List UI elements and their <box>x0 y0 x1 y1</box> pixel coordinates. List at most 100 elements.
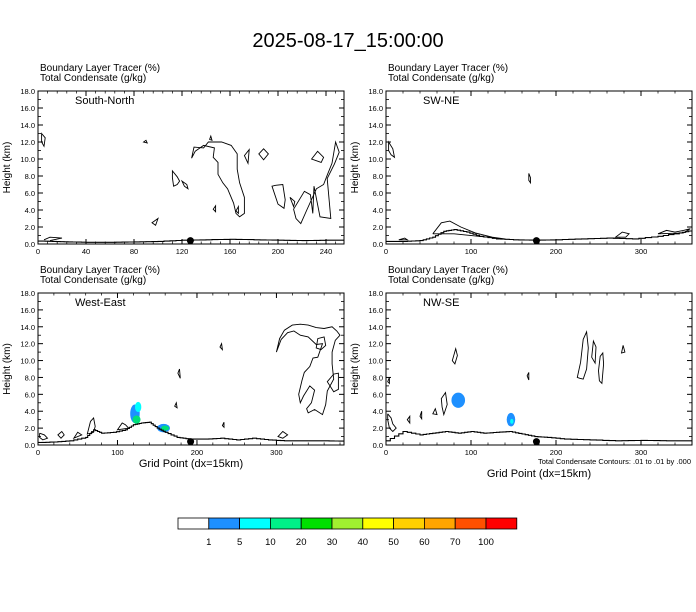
colorbar-label: 1 <box>206 537 211 548</box>
plot-frame <box>385 292 693 446</box>
y-tick-label: 4.0 <box>25 407 35 416</box>
x-tick-label: 200 <box>191 448 204 457</box>
location-marker <box>187 438 195 445</box>
plot-frame <box>385 90 693 245</box>
x-tick-label: 40 <box>82 247 90 256</box>
plot-area <box>38 323 344 445</box>
condensate-contour <box>398 237 409 241</box>
x-tick-label: 0 <box>384 448 388 457</box>
y-tick-label: 0.0 <box>373 240 383 249</box>
colorbar-label: 70 <box>450 537 461 548</box>
condensate-contour <box>388 140 396 159</box>
y-tick-label: 6.0 <box>25 390 35 399</box>
y-tick-label: 0.0 <box>25 240 35 249</box>
colorbar-label: 60 <box>419 537 430 548</box>
panel-header-condensate: Total Condensate (g/kg) <box>40 275 146 286</box>
x-axis-title: Grid Point (dx=15km) <box>139 458 243 470</box>
tracer-contour <box>43 236 63 242</box>
tracer-fill <box>451 392 466 408</box>
condensate-contour <box>387 377 390 385</box>
tracer-fill <box>161 425 170 431</box>
y-tick-label: 8.0 <box>25 373 35 382</box>
location-marker <box>186 237 194 244</box>
x-tick-label: 300 <box>635 247 648 256</box>
main-title: 2025-08-17_15:00:00 <box>252 30 444 52</box>
plot-frame <box>37 292 345 446</box>
x-tick-label: 0 <box>384 247 388 256</box>
panel-name: West-East <box>75 297 126 309</box>
y-tick-label: 18.0 <box>20 87 35 96</box>
colorbar-label: 100 <box>478 537 494 548</box>
condensate-contour <box>591 339 597 365</box>
condensate-contour <box>235 204 239 215</box>
condensate-contour <box>526 372 530 381</box>
condensate-contour <box>620 345 626 354</box>
condensate-contour <box>293 140 340 225</box>
y-tick-label: 14.0 <box>20 121 35 130</box>
y-tick-label: 16.0 <box>368 104 383 113</box>
condensate-contour <box>116 422 130 431</box>
x-tick-label: 0 <box>36 448 40 457</box>
condensate-contour <box>598 351 605 385</box>
colorbar-swatch <box>239 517 271 530</box>
condensate-contour <box>209 134 213 142</box>
condensate-contour <box>171 169 181 187</box>
panel-header-tracer: Boundary Layer Tracer (%) <box>388 63 508 74</box>
y-tick-label: 16.0 <box>20 306 35 315</box>
condensate-contour <box>289 196 296 209</box>
tracer-contour <box>432 220 506 240</box>
condensate-contour <box>212 204 217 213</box>
x-tick-label: 200 <box>272 247 285 256</box>
condensate-contour <box>657 228 691 235</box>
x-tick-label: 200 <box>550 448 563 457</box>
terrain-line <box>38 421 344 444</box>
y-tick-label: 10.0 <box>20 155 35 164</box>
y-tick-label: 2.0 <box>373 223 383 232</box>
panel-nw-se: Boundary Layer Tracer (%)Total Condensat… <box>350 265 693 480</box>
condensate-contour <box>243 148 250 166</box>
colorbar-label: 50 <box>388 537 399 548</box>
colorbar-label: 5 <box>237 537 242 548</box>
y-tick-label: 4.0 <box>25 206 35 215</box>
y-tick-label: 0.0 <box>373 441 383 450</box>
y-axis-title: Height (km) <box>350 142 361 194</box>
y-axis-title: Height (km) <box>2 142 13 194</box>
condensate-contour <box>41 132 46 148</box>
location-marker <box>532 237 540 244</box>
condensate-contour <box>86 417 96 435</box>
y-tick-label: 10.0 <box>368 357 383 366</box>
panel-header-tracer: Boundary Layer Tracer (%) <box>388 265 508 276</box>
condensate-contour <box>258 148 269 161</box>
y-tick-label: 0.0 <box>25 441 35 450</box>
plot-area <box>386 140 692 244</box>
condensate-contour <box>451 346 458 365</box>
x-tick-label: 240 <box>320 247 333 256</box>
plot-area <box>386 330 692 445</box>
y-tick-label: 16.0 <box>368 306 383 315</box>
condensate-contour <box>275 323 341 416</box>
panel-header-condensate: Total Condensate (g/kg) <box>40 73 146 84</box>
plot-area <box>38 132 344 244</box>
condensate-contour <box>419 411 423 421</box>
colorbar-label: 30 <box>327 537 338 548</box>
condensate-contour <box>174 401 178 409</box>
y-tick-label: 18.0 <box>20 289 35 298</box>
colorbar-swatch <box>393 517 425 530</box>
y-axis-title: Height (km) <box>2 343 13 395</box>
colorbar-label: 10 <box>265 537 276 548</box>
y-tick-label: 6.0 <box>25 189 35 198</box>
y-tick-label: 10.0 <box>20 357 35 366</box>
y-tick-label: 12.0 <box>368 340 383 349</box>
x-tick-label: 0 <box>36 247 40 256</box>
x-tick-label: 100 <box>465 247 478 256</box>
colorbar-swatch <box>331 517 364 530</box>
location-marker <box>532 438 540 445</box>
condensate-contour <box>151 217 159 227</box>
condensate-contour <box>221 422 225 429</box>
condensate-contour <box>315 336 327 351</box>
y-tick-label: 2.0 <box>373 424 383 433</box>
panel-header-condensate: Total Condensate (g/kg) <box>388 275 494 286</box>
colorbar-swatch <box>300 517 333 530</box>
condensate-contour <box>142 139 149 144</box>
